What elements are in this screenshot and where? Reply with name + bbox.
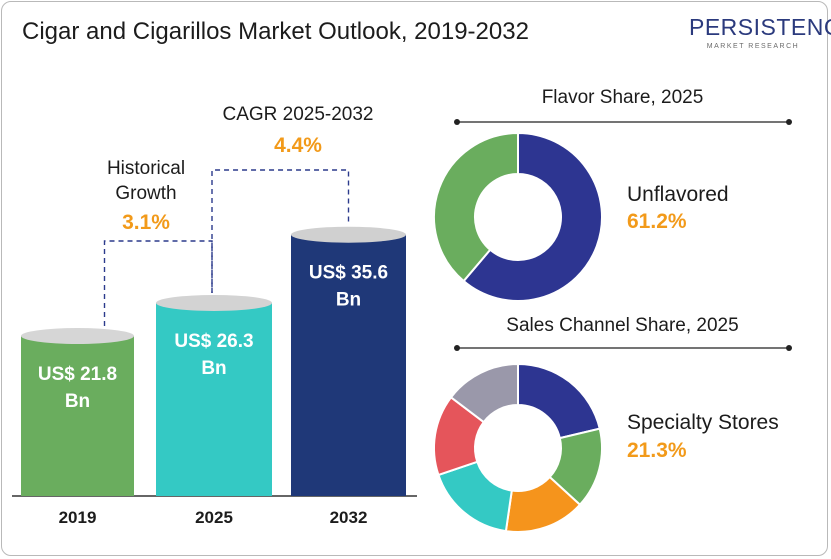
bar-cap (156, 294, 272, 311)
bar-2025: US$ 26.3 Bn 2025 (156, 294, 272, 527)
bar-cap (291, 226, 406, 243)
cagr-connector (211, 169, 350, 293)
bar-2019: US$ 21.8 Bn 2019 (21, 327, 134, 527)
historical-growth-value: 3.1% (122, 211, 170, 234)
category-label-2032: 2032 (330, 508, 368, 527)
cagr-label: CAGR 2025-2032 (222, 104, 374, 125)
sales-channel-donut (433, 362, 603, 533)
flavor-callout-label: Unflavored (627, 183, 729, 206)
sales-channel-donut-rule-dot-left (454, 345, 460, 351)
flavor-donut-rule-dot-left (454, 119, 460, 125)
flavor-donut-slice-0 (462, 131, 603, 302)
bar-value-unit: Bn (201, 358, 226, 379)
sales-channel-callout-value: 21.3% (627, 439, 687, 462)
bar-value-label: US$ 21.8 (38, 364, 117, 385)
cagr-value: 4.4% (274, 134, 322, 157)
flavor-share-title: Flavor Share, 2025 (541, 87, 704, 108)
logo-subtitle: MARKET RESEARCH (706, 43, 800, 50)
bar-value-label: US$ 26.3 (174, 331, 253, 352)
persistence-logo: PERSISTENCE MARKET RESEARCH (689, 14, 831, 60)
sales-channel-callout-label: Specialty Stores (627, 411, 779, 434)
bar-value-unit: Bn (65, 391, 90, 412)
flavor-donut-rule-dot-right (786, 119, 792, 125)
logo-wordmark: PERSISTENCE (689, 14, 831, 40)
flavor-callout-value: 61.2% (627, 210, 687, 233)
historical-growth-label-line1: Historical (106, 158, 186, 179)
page-title: Cigar and Cigarillos Market Outlook, 201… (22, 18, 529, 45)
sales-channel-share-title: Sales Channel Share, 2025 (506, 315, 739, 336)
category-label-2019: 2019 (59, 508, 97, 527)
sales-channel-donut-slice-0 (517, 362, 601, 440)
bar-cap (21, 327, 134, 344)
category-label-2025: 2025 (195, 508, 233, 527)
historical-growth-connector (103, 240, 213, 326)
bar-value-unit: Bn (336, 290, 361, 311)
bar-2032: US$ 35.6 Bn 2032 (291, 226, 406, 527)
flavor-donut-slice-1 (433, 131, 519, 283)
historical-growth-label-line2: Growth (115, 183, 177, 204)
sales-channel-donut-rule-dot-right (786, 345, 792, 351)
bar-value-label: US$ 35.6 (309, 263, 388, 284)
sales-channel-donut-slice-5 (449, 362, 519, 424)
bar-body (156, 302, 272, 496)
flavor-donut (433, 131, 603, 302)
bar-body (21, 335, 134, 496)
bar-body (291, 234, 406, 497)
